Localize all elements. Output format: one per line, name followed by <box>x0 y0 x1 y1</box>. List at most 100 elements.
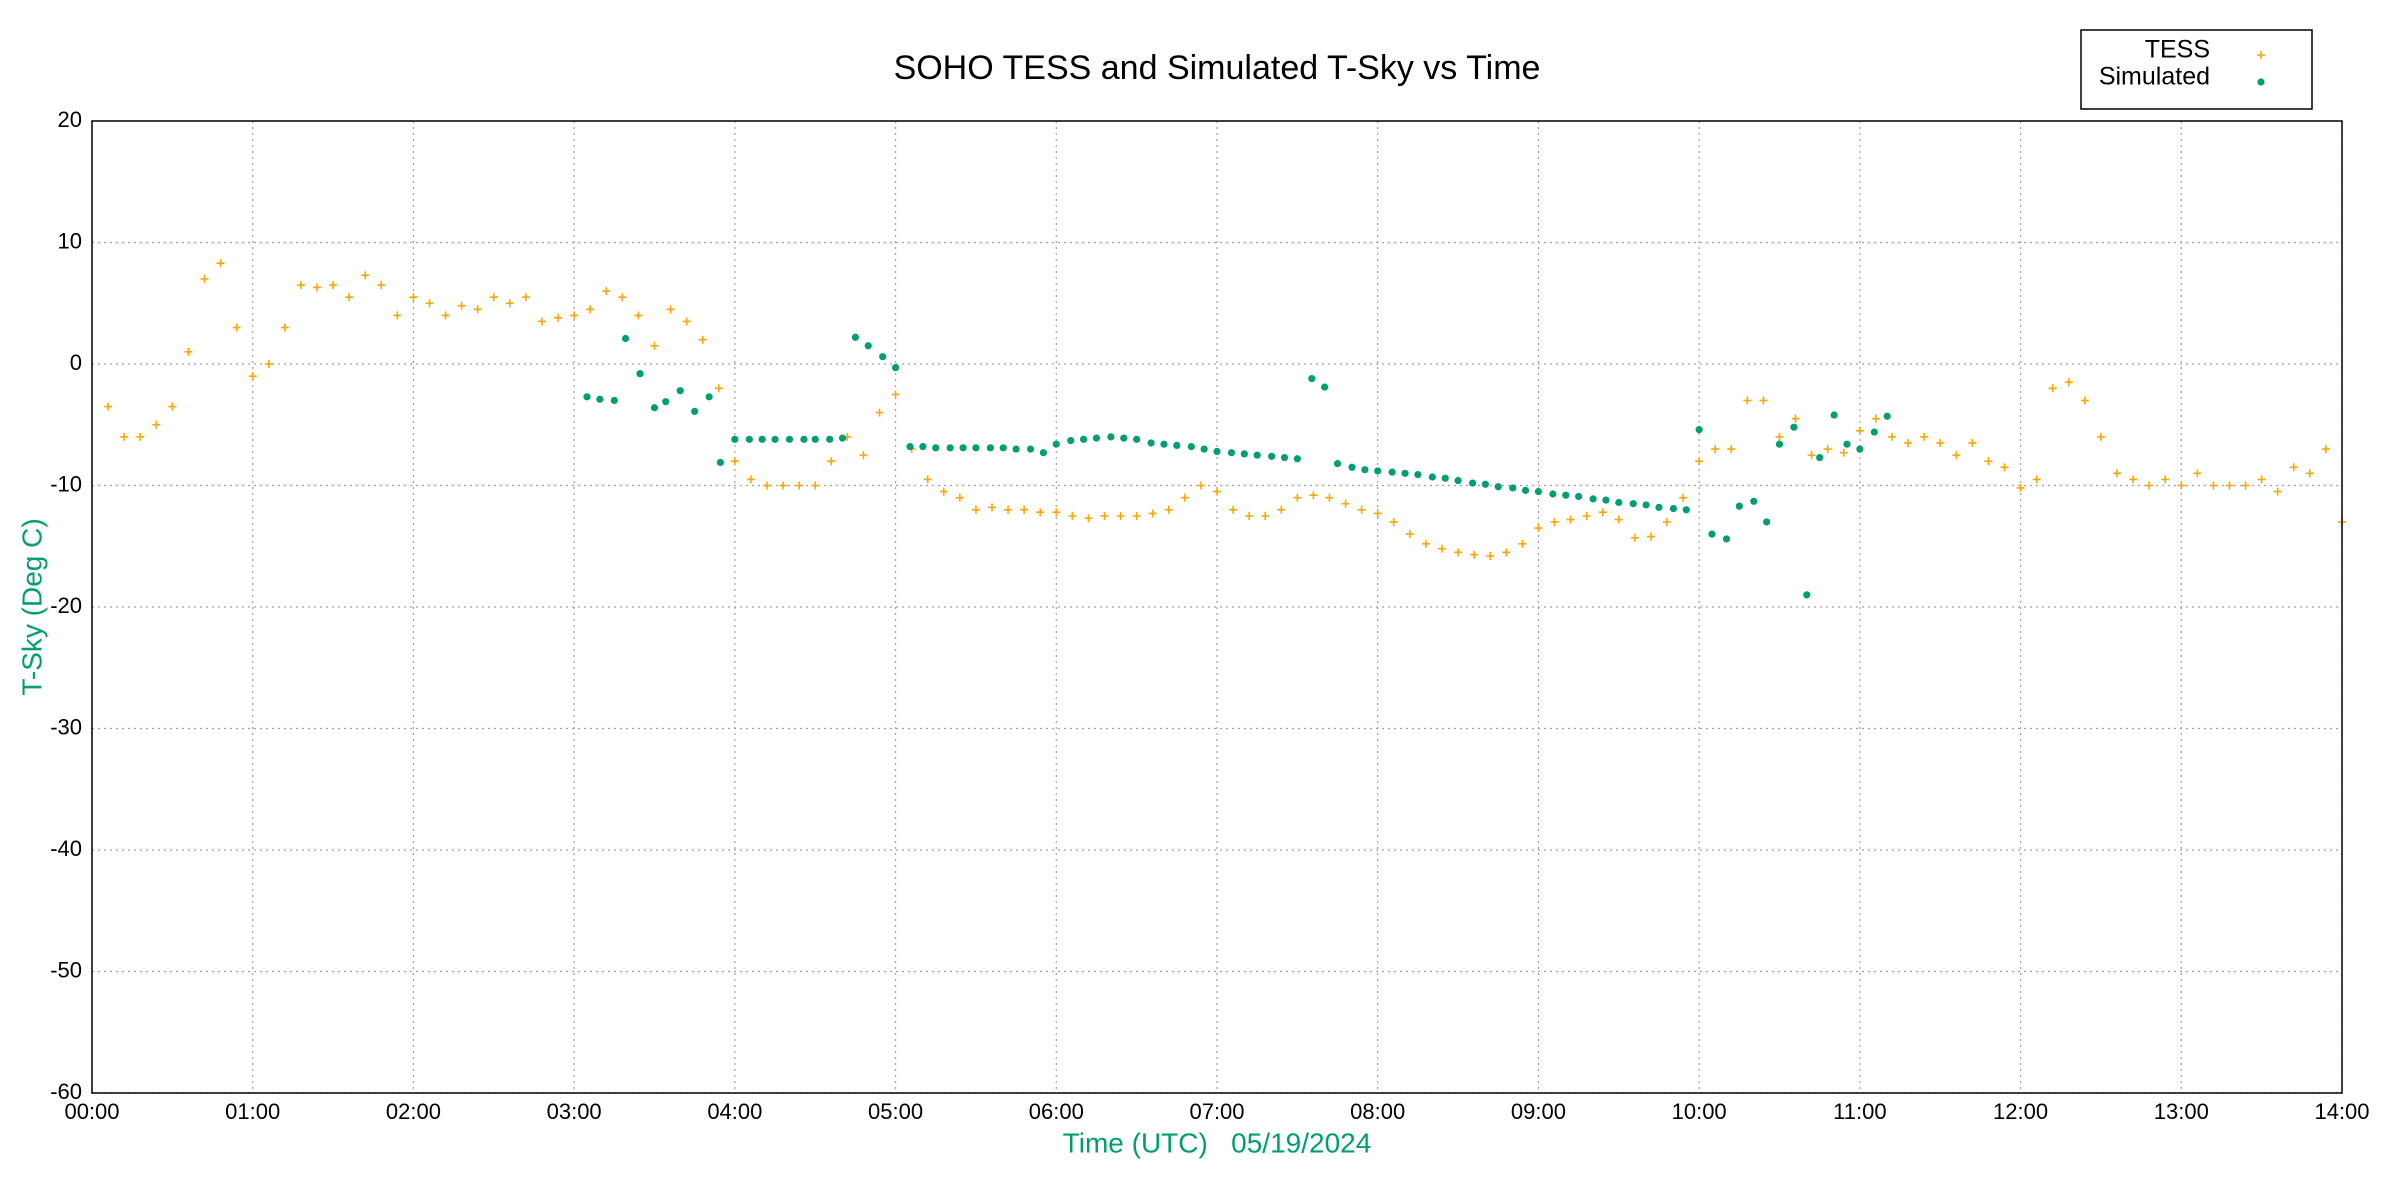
point <box>1630 533 1639 542</box>
point <box>1261 511 1270 520</box>
point <box>1855 426 1864 435</box>
point <box>1253 451 1261 459</box>
point <box>1856 445 1864 453</box>
point <box>1308 374 1316 383</box>
point <box>345 293 354 302</box>
point <box>758 435 766 443</box>
point <box>554 313 563 322</box>
point <box>705 393 713 401</box>
point <box>971 505 980 514</box>
point <box>1727 445 1736 454</box>
point <box>650 404 659 412</box>
point <box>1039 449 1048 457</box>
point <box>361 271 370 280</box>
point <box>1245 511 1254 520</box>
point <box>1589 495 1597 503</box>
point <box>826 435 834 443</box>
point <box>1486 551 1495 560</box>
point <box>2016 483 2025 492</box>
point <box>1293 493 1302 502</box>
point <box>104 402 113 411</box>
point <box>1871 414 1880 423</box>
point <box>1502 548 1511 557</box>
point <box>959 444 967 452</box>
point <box>1534 487 1543 496</box>
point <box>1020 505 1029 514</box>
point <box>2257 475 2266 484</box>
point <box>409 293 418 302</box>
point <box>1068 511 1077 520</box>
legend-label: TESS <box>2145 36 2210 64</box>
point <box>2241 481 2250 490</box>
point <box>1173 441 1181 450</box>
point <box>859 451 868 460</box>
point <box>521 293 530 302</box>
point <box>650 341 659 350</box>
point <box>1213 487 1221 496</box>
point <box>2080 396 2089 405</box>
point <box>216 259 225 268</box>
point <box>1268 452 1276 460</box>
point <box>313 283 321 292</box>
y-tick-label: -60 <box>50 1079 82 1104</box>
point <box>1679 493 1688 502</box>
point <box>1722 535 1731 543</box>
point <box>1669 504 1678 513</box>
point <box>1120 434 1128 442</box>
x-tick-label: 02:00 <box>386 1099 441 1124</box>
point <box>570 311 579 320</box>
point <box>1614 515 1623 524</box>
point <box>2000 463 2009 472</box>
point <box>891 390 900 399</box>
legend-marker <box>2257 78 2265 86</box>
point <box>1870 428 1878 436</box>
point <box>2161 475 2170 484</box>
point <box>473 305 482 314</box>
point <box>779 481 788 490</box>
point <box>1321 383 1329 391</box>
point <box>1952 451 1961 460</box>
point <box>771 435 779 443</box>
point <box>1968 438 1977 447</box>
point <box>999 444 1007 452</box>
x-tick-label: 06:00 <box>1029 1099 1084 1124</box>
x-tick-label: 13:00 <box>2154 1099 2209 1124</box>
point <box>1293 455 1301 463</box>
x-tick-label: 07:00 <box>1189 1099 1244 1124</box>
y-tick-label: -10 <box>50 471 82 496</box>
x-tick-label: 11:00 <box>1833 1099 1886 1124</box>
point <box>1823 445 1832 454</box>
plot-frame <box>91 120 2343 1094</box>
point <box>1116 511 1125 520</box>
point <box>1080 435 1088 443</box>
x-tick-label: 14:00 <box>2314 1099 2369 1124</box>
point <box>1521 486 1530 494</box>
point <box>596 395 604 403</box>
point <box>1348 463 1356 471</box>
chart-title: SOHO TESS and Simulated T-Sky vs Time <box>894 49 1541 87</box>
point <box>393 311 402 320</box>
point <box>1830 411 1838 419</box>
point <box>1843 440 1851 448</box>
x-tick-label: 01:00 <box>225 1099 280 1124</box>
point <box>1164 505 1173 514</box>
y-tick-label: -40 <box>50 836 82 861</box>
legend-box <box>2080 29 2313 110</box>
point <box>923 475 932 484</box>
point <box>2145 481 2154 490</box>
point <box>120 432 129 441</box>
point <box>2273 487 2282 496</box>
point <box>800 435 808 443</box>
point <box>1004 505 1013 514</box>
point <box>1277 505 1286 514</box>
point <box>280 323 289 332</box>
point <box>1888 432 1896 441</box>
point <box>377 281 386 290</box>
point <box>2032 475 2041 484</box>
point <box>1807 451 1816 460</box>
point <box>1388 468 1396 476</box>
x-tick-label: 10:00 <box>1672 1099 1727 1124</box>
x-tick-label: 04:00 <box>707 1099 762 1124</box>
y-axis-label: T-Sky (Deg C) <box>16 518 47 695</box>
